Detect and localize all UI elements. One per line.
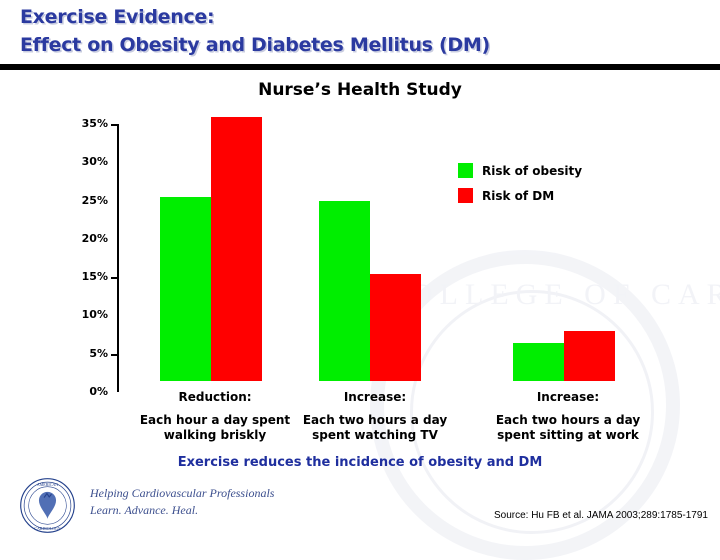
x-category-1: Reduction: Each hour a day spent walking b… — [120, 390, 310, 443]
legend-label: Risk of DM — [482, 188, 555, 203]
bar-dm-group-1 — [211, 116, 262, 381]
bar-chart: 35% 30% 25% 20% 15% 10% 5% 0% — [0, 110, 720, 400]
svg-text:CARDIOLOGY: CARDIOLOGY — [34, 526, 60, 531]
bar-dm-group-2 — [370, 273, 421, 381]
x-category-desc-line-2: spent watching TV — [312, 428, 438, 442]
y-tick-label: 30% — [81, 155, 108, 169]
bar-obesity-group-1 — [160, 197, 211, 381]
bar-obesity-group-2 — [319, 201, 370, 381]
x-category-desc-line-1: Each two hours a day — [302, 413, 448, 427]
x-category-heading: Reduction: — [178, 390, 252, 404]
y-tick-label: 5% — [89, 346, 108, 360]
legend-swatch-icon — [458, 163, 473, 178]
legend-item-2: Risk of DM — [458, 188, 582, 203]
chart-title: Nurse’s Health Study — [258, 80, 462, 100]
x-category-heading: Increase: — [343, 390, 407, 404]
legend-label: Risk of obesity — [482, 163, 583, 178]
y-tick-mark — [111, 353, 118, 356]
acc-tagline-line-1: Helping Cardiovascular Professionals — [90, 486, 275, 500]
y-axis-line — [117, 124, 119, 392]
slide-header: Exercise Evidence: Effect on Obesity and… — [0, 0, 720, 70]
slide-title-line-1: Exercise Evidence: — [20, 6, 215, 28]
x-category-desc-line-2: walking briskly — [163, 428, 267, 442]
legend-swatch-icon — [458, 188, 473, 203]
x-category-desc-line-1: Each two hours a day — [495, 413, 641, 427]
x-category-desc-line-1: Each hour a day spent — [139, 413, 291, 427]
y-tick-mark — [111, 277, 118, 280]
y-tick-label: 20% — [81, 231, 108, 245]
acc-tagline: Helping Cardiovascular Professionals Lea… — [90, 485, 274, 519]
x-category-desc-line-2: spent sitting at work — [497, 428, 639, 442]
x-category-heading: Increase: — [536, 390, 600, 404]
header-divider — [0, 64, 720, 70]
svg-text:AMERICAN: AMERICAN — [37, 482, 58, 487]
y-tick-mark — [111, 124, 118, 126]
y-tick-label: 0% — [89, 385, 108, 398]
bar-obesity-group-3 — [513, 342, 564, 381]
source-citation: Source: Hu FB et al. JAMA 2003;289:1785-… — [493, 510, 708, 521]
legend-item-1: Risk of obesity — [458, 163, 582, 178]
plot-area — [119, 110, 679, 392]
y-tick-label: 10% — [81, 308, 108, 322]
x-category-3: Increase: Each two hours a day spent sitti… — [473, 390, 663, 443]
acc-logo-icon: AMERICAN CARDIOLOGY — [20, 478, 75, 533]
y-tick-label: 35% — [81, 117, 108, 130]
slide-title-line-2: Effect on Obesity and Diabetes Mellitus … — [20, 34, 490, 56]
takeaway-message: Exercise reduces the incidence of obesit… — [177, 455, 543, 470]
chart-legend: Risk of obesity Risk of DM — [458, 163, 582, 213]
acc-tagline-line-2: Learn. Advance. Heal. — [90, 503, 199, 517]
x-category-2: Increase: Each two hours a day spent watch… — [280, 390, 470, 443]
y-tick-label: 25% — [81, 193, 108, 207]
bar-dm-group-3 — [564, 331, 615, 381]
y-tick-label: 15% — [81, 270, 108, 284]
